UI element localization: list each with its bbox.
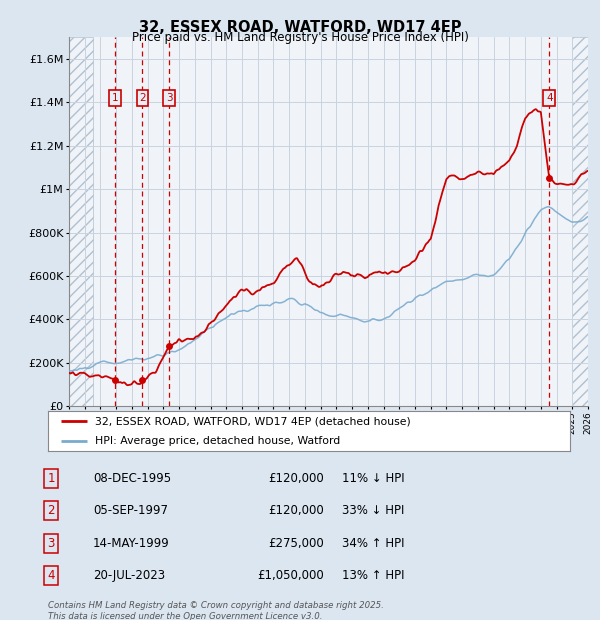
Text: 1: 1: [47, 472, 55, 485]
Text: 2: 2: [139, 93, 146, 103]
Text: 1: 1: [112, 93, 118, 103]
Text: 3: 3: [166, 93, 172, 103]
Text: 20-JUL-2023: 20-JUL-2023: [93, 569, 165, 582]
Text: 33% ↓ HPI: 33% ↓ HPI: [342, 504, 404, 517]
Bar: [572, 37, 588, 406]
Text: 4: 4: [47, 569, 55, 582]
Text: £1,050,000: £1,050,000: [257, 569, 324, 582]
Text: 13% ↑ HPI: 13% ↑ HPI: [342, 569, 404, 582]
Text: 2: 2: [47, 504, 55, 517]
Text: Price paid vs. HM Land Registry's House Price Index (HPI): Price paid vs. HM Land Registry's House …: [131, 31, 469, 44]
Text: 34% ↑ HPI: 34% ↑ HPI: [342, 537, 404, 550]
Text: 32, ESSEX ROAD, WATFORD, WD17 4EP (detached house): 32, ESSEX ROAD, WATFORD, WD17 4EP (detac…: [95, 416, 411, 426]
Text: £120,000: £120,000: [268, 504, 324, 517]
Text: £275,000: £275,000: [268, 537, 324, 550]
Text: 3: 3: [47, 537, 55, 550]
Text: 11% ↓ HPI: 11% ↓ HPI: [342, 472, 404, 485]
Text: 08-DEC-1995: 08-DEC-1995: [93, 472, 171, 485]
Text: 4: 4: [546, 93, 553, 103]
Text: 14-MAY-1999: 14-MAY-1999: [93, 537, 170, 550]
Text: HPI: Average price, detached house, Watford: HPI: Average price, detached house, Watf…: [95, 436, 340, 446]
Bar: [69, 37, 92, 406]
Text: 32, ESSEX ROAD, WATFORD, WD17 4EP: 32, ESSEX ROAD, WATFORD, WD17 4EP: [139, 20, 461, 35]
Text: £120,000: £120,000: [268, 472, 324, 485]
Text: Contains HM Land Registry data © Crown copyright and database right 2025.
This d: Contains HM Land Registry data © Crown c…: [48, 601, 384, 620]
Text: 05-SEP-1997: 05-SEP-1997: [93, 504, 168, 517]
